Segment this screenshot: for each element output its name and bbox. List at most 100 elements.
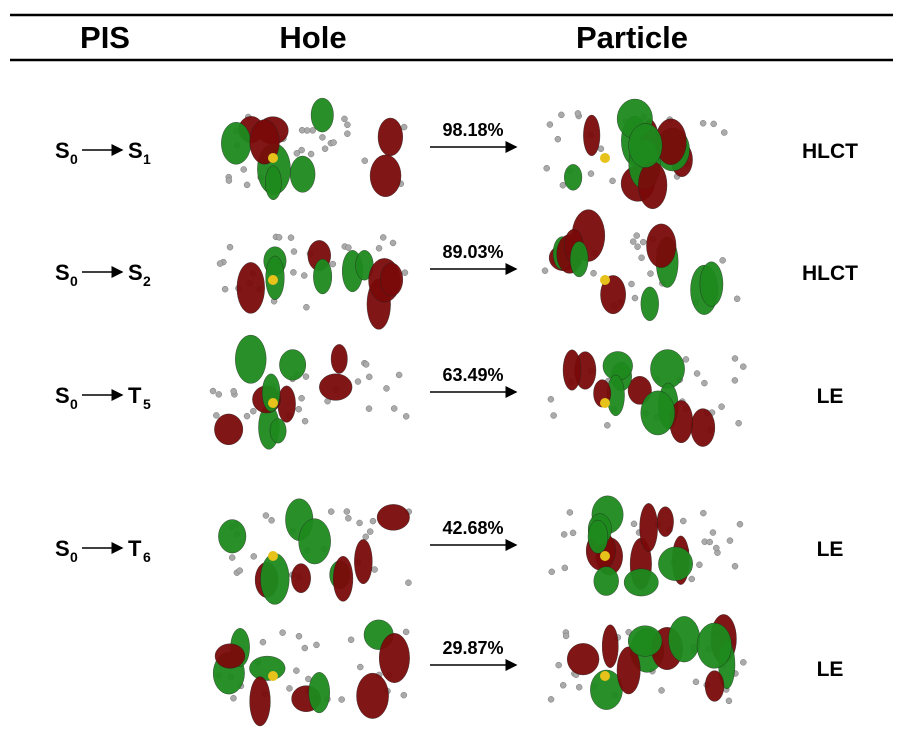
state-from: S [55, 138, 70, 163]
atom [344, 509, 350, 515]
atom [341, 116, 347, 122]
atom [591, 270, 597, 276]
atom [567, 509, 573, 515]
orbital-lobe [705, 671, 724, 702]
atom [402, 270, 408, 276]
atom [269, 517, 275, 523]
atom [345, 245, 351, 251]
orbital-lobe [250, 677, 271, 726]
type: HLCT [802, 262, 858, 285]
orbital-lobe [668, 616, 699, 662]
orbital-image [549, 496, 743, 596]
atom [390, 240, 396, 246]
atom [576, 684, 582, 690]
sulfur-atom [600, 398, 610, 408]
atom [319, 134, 325, 140]
state-from: S [55, 383, 70, 408]
atom [280, 630, 286, 636]
atom [634, 233, 640, 239]
atom [713, 545, 719, 551]
atom [291, 249, 297, 255]
atom [560, 182, 566, 188]
atom [680, 518, 686, 524]
sulfur-atom [268, 275, 278, 285]
type: LE [817, 385, 844, 408]
atom [250, 408, 256, 414]
atom [362, 158, 368, 164]
sulfur-atom [600, 153, 610, 163]
atom [555, 136, 561, 142]
atom [363, 361, 369, 367]
orbital-lobe [588, 520, 608, 553]
atom [304, 127, 310, 133]
atom [740, 364, 746, 370]
state-from-sub: 0 [70, 273, 78, 289]
header-particle: Particle [576, 20, 688, 55]
orbital-image [217, 234, 408, 330]
atom [707, 539, 713, 545]
atom [348, 637, 354, 643]
atom [296, 633, 302, 639]
orbital-lobe [221, 122, 251, 164]
sulfur-atom [268, 153, 278, 163]
atom [357, 520, 363, 526]
atom [711, 121, 717, 127]
weight: 63.49% [442, 365, 503, 385]
atom [588, 171, 594, 177]
atom [303, 374, 309, 380]
atom [689, 576, 695, 582]
orbital-lobe [628, 626, 662, 657]
atom [403, 413, 409, 419]
atom [372, 567, 378, 573]
atom [560, 682, 566, 688]
atom [563, 633, 569, 639]
atom [244, 182, 250, 188]
orbital-image [213, 620, 409, 726]
page: PIS Hole Particle S0S198.18%HLCTS0S289.0… [0, 0, 899, 738]
state-from-sub: 0 [70, 151, 78, 167]
orbital-lobe [602, 625, 618, 668]
atom [556, 662, 562, 668]
atom [367, 529, 373, 535]
atom [241, 166, 247, 172]
atom [231, 388, 237, 394]
atom [647, 271, 653, 277]
atom [344, 122, 350, 128]
orbital-lobe [249, 656, 285, 680]
atom [631, 521, 637, 527]
orbital-lobe [379, 633, 409, 682]
atom [700, 510, 706, 516]
atom [732, 377, 738, 383]
orbital-lobe [638, 162, 667, 209]
atom [694, 370, 700, 376]
atom [244, 413, 250, 419]
atom [700, 120, 706, 126]
orbital-lobe [311, 98, 333, 132]
orbital-lobe [265, 166, 281, 200]
atom [630, 239, 636, 245]
orbital-lobe [291, 564, 310, 593]
atom [366, 374, 372, 380]
atom [345, 515, 351, 521]
atom [260, 639, 266, 645]
atom [303, 304, 309, 310]
atom [544, 165, 550, 171]
orbital-lobe [641, 287, 659, 321]
orbital-lobe [290, 156, 315, 192]
atom [322, 146, 328, 152]
orbital-lobe [357, 673, 389, 718]
atom [216, 391, 222, 397]
atom [288, 235, 294, 241]
orbital-lobe [278, 386, 296, 423]
atom [263, 513, 269, 519]
orbital-lobe [333, 556, 353, 601]
sulfur-atom [600, 275, 610, 285]
atom [308, 151, 314, 157]
atom [732, 355, 738, 361]
state-to-sub: 1 [143, 151, 151, 167]
atom [628, 281, 634, 287]
sulfur-atom [600, 671, 610, 681]
sulfur-atom [268, 671, 278, 681]
state-to: T [128, 536, 142, 561]
state-to: S [128, 138, 143, 163]
